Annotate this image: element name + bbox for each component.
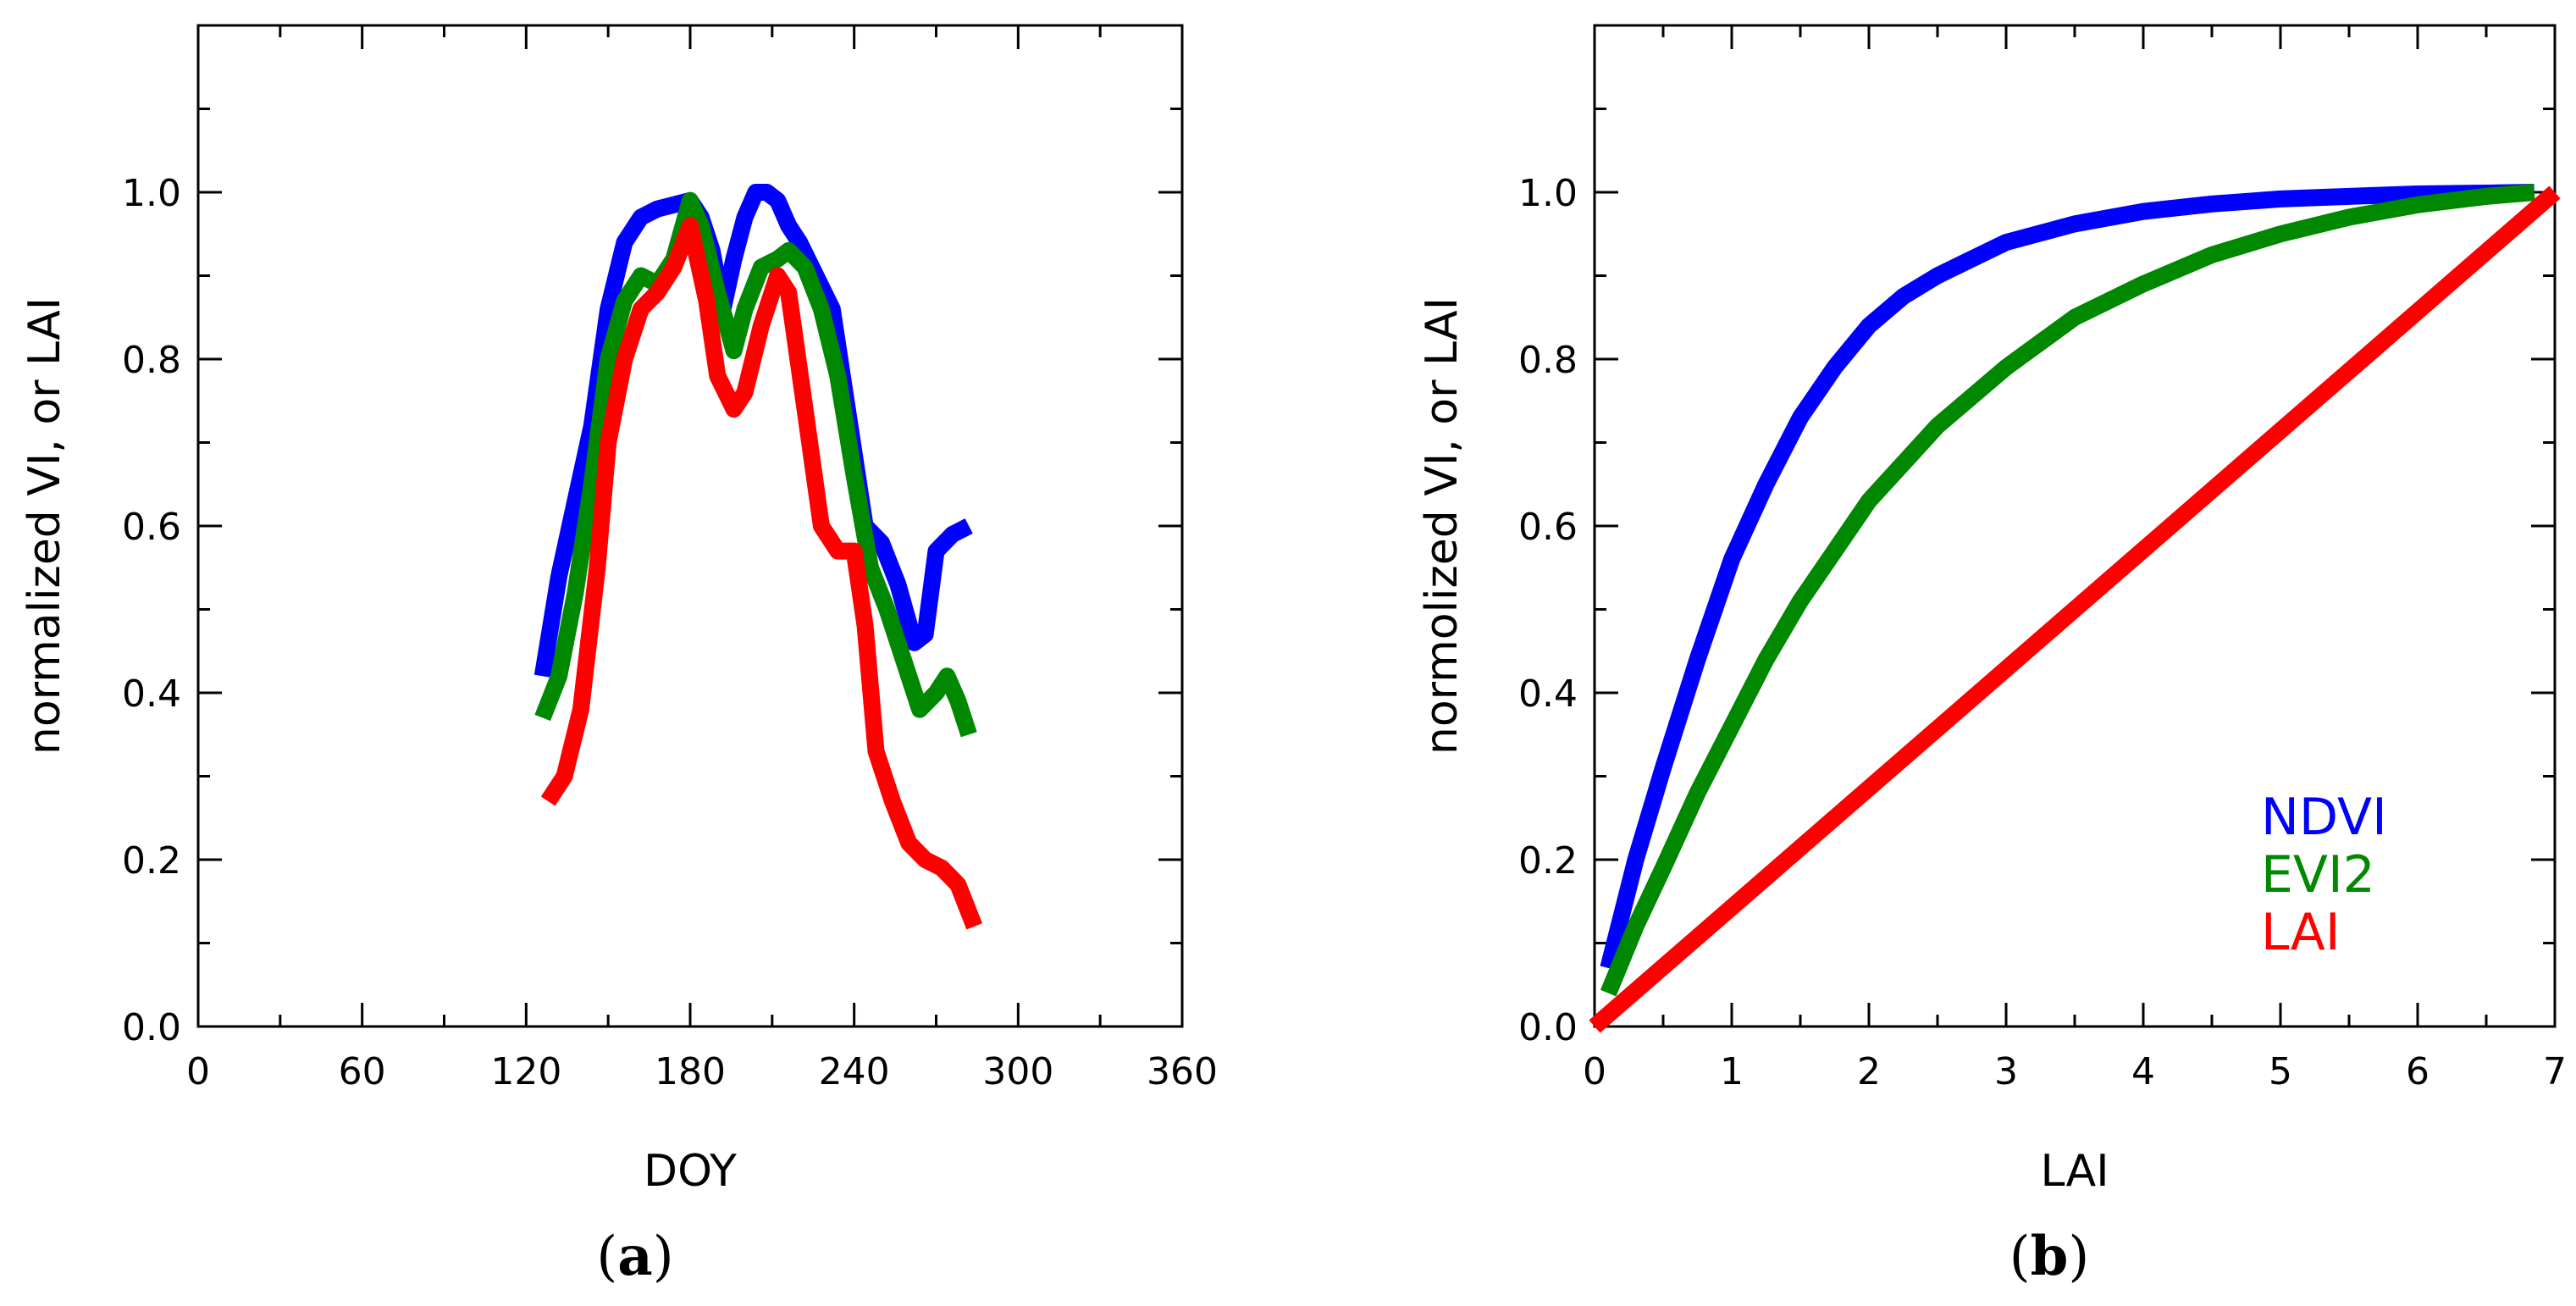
- x-tick-label: 300: [982, 1050, 1053, 1093]
- panel-label: (a): [596, 1225, 673, 1288]
- x-tick-label: 0: [1583, 1050, 1606, 1093]
- x-tick-label: 2: [1857, 1050, 1881, 1093]
- series-line-evi2: [1600, 184, 2535, 997]
- series-line-ndvi: [533, 184, 973, 678]
- x-tick-label: 6: [2406, 1050, 2430, 1093]
- legend-entry-evi2: EVI2: [2261, 845, 2375, 905]
- x-tick-label: 240: [819, 1050, 890, 1093]
- x-tick-label: 5: [2269, 1050, 2292, 1093]
- y-axis-title: normalized VI, or LAI: [19, 297, 70, 755]
- y-tick-label: 0.2: [1518, 839, 1578, 883]
- x-axis-title: LAI: [2040, 1146, 2109, 1197]
- y-tick-label: 0.8: [122, 339, 181, 382]
- x-tick-label: 360: [1147, 1050, 1218, 1093]
- x-tick-label: 0: [186, 1050, 210, 1093]
- y-tick-label: 1.0: [1518, 172, 1578, 215]
- legend-entry-ndvi: NDVI: [2261, 788, 2387, 847]
- chart-panel-a: 0 60 120 180 240 300 360 0.0 0.2 0.4 0.6 0.8 1.0 DOY n…: [19, 24, 1218, 1288]
- series-line-evi2: [534, 191, 977, 738]
- x-tick-label: 120: [490, 1050, 561, 1093]
- panel-label: (b): [2009, 1225, 2090, 1288]
- x-tick-label: 7: [2543, 1050, 2567, 1093]
- y-tick-label: 0.0: [122, 1006, 181, 1049]
- y-tick-label: 0.6: [1518, 506, 1578, 549]
- x-tick-label: 180: [655, 1050, 726, 1093]
- y-tick-label: 0.0: [1518, 1006, 1578, 1049]
- chart-panel-b: 0 1 2 3 4 5 6 7 0.0 0.2 0.4 0.6 0.8 1.0 LAI normolized …: [1417, 24, 2567, 1288]
- x-tick-label: 3: [1994, 1050, 2018, 1093]
- legend-entry-lai: LAI: [2261, 903, 2341, 962]
- series-line-ndvi: [1600, 184, 2535, 971]
- y-tick-label: 0.4: [122, 672, 181, 716]
- series-line-lai: [1589, 185, 2561, 1033]
- y-tick-label: 0.4: [1518, 672, 1578, 716]
- x-tick-label: 60: [339, 1050, 386, 1093]
- plot-frame: [196, 24, 1184, 1028]
- y-tick-label: 0.2: [122, 839, 181, 883]
- x-tick-label: 4: [2131, 1050, 2155, 1093]
- y-tick-label: 0.8: [1518, 339, 1578, 382]
- y-tick-label: 1.0: [122, 172, 181, 215]
- x-tick-label: 1: [1720, 1050, 1744, 1093]
- series-line-lai: [540, 217, 983, 930]
- y-tick-label: 0.6: [122, 506, 181, 549]
- y-axis-title: normolized VI, or LAI: [1417, 297, 1468, 755]
- x-axis-title: DOY: [644, 1146, 737, 1197]
